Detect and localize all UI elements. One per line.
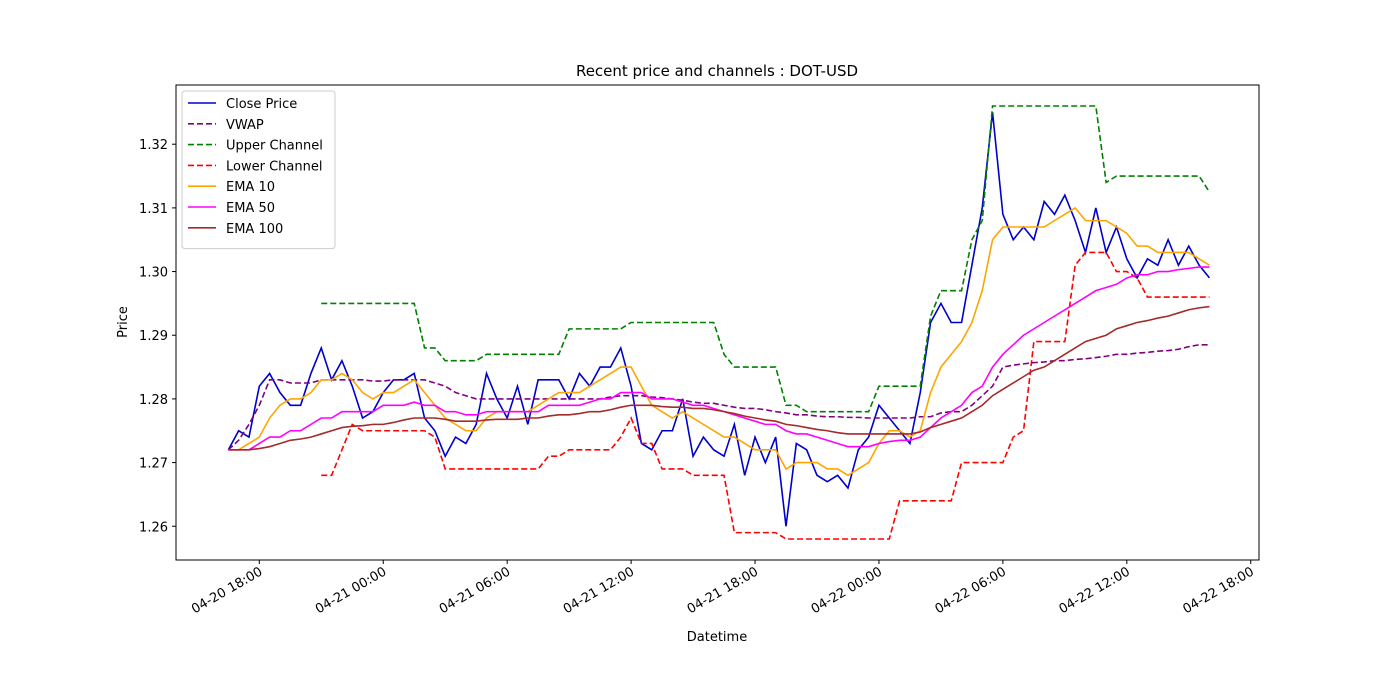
legend: Close Price VWAP Upper Channel Lower Channe… [181,90,336,250]
legend-label: Close Price [226,97,297,112]
legend-label: VWAP [226,118,264,133]
x-axis-label: Datetime [687,630,747,645]
legend-box [181,90,336,250]
series-line [321,251,1210,540]
legend-label: EMA 10 [226,180,275,195]
series-line [227,343,1210,451]
y-tick-label: 1.31 [139,202,168,217]
y-tick-label: 1.30 [139,266,168,281]
y-tick-label: 1.26 [139,520,168,535]
series-line [321,105,1211,413]
y-tick-label: 1.27 [139,457,168,472]
y-tick-label: 1.32 [139,138,168,153]
y-tick-label: 1.29 [139,329,168,344]
series-line [227,112,1211,527]
plot-frame [175,84,1260,561]
y-tick-label: 1.28 [139,393,168,408]
legend-label: Upper Channel [226,139,323,154]
legend-label: EMA 100 [226,222,283,237]
series-line [228,206,1210,477]
y-axis-label: Price [116,306,131,338]
legend-label: EMA 50 [226,201,275,216]
legend-label: Lower Channel [226,159,322,174]
chart-title: Recent price and channels : DOT-USD [576,62,858,80]
series-line [228,305,1210,451]
